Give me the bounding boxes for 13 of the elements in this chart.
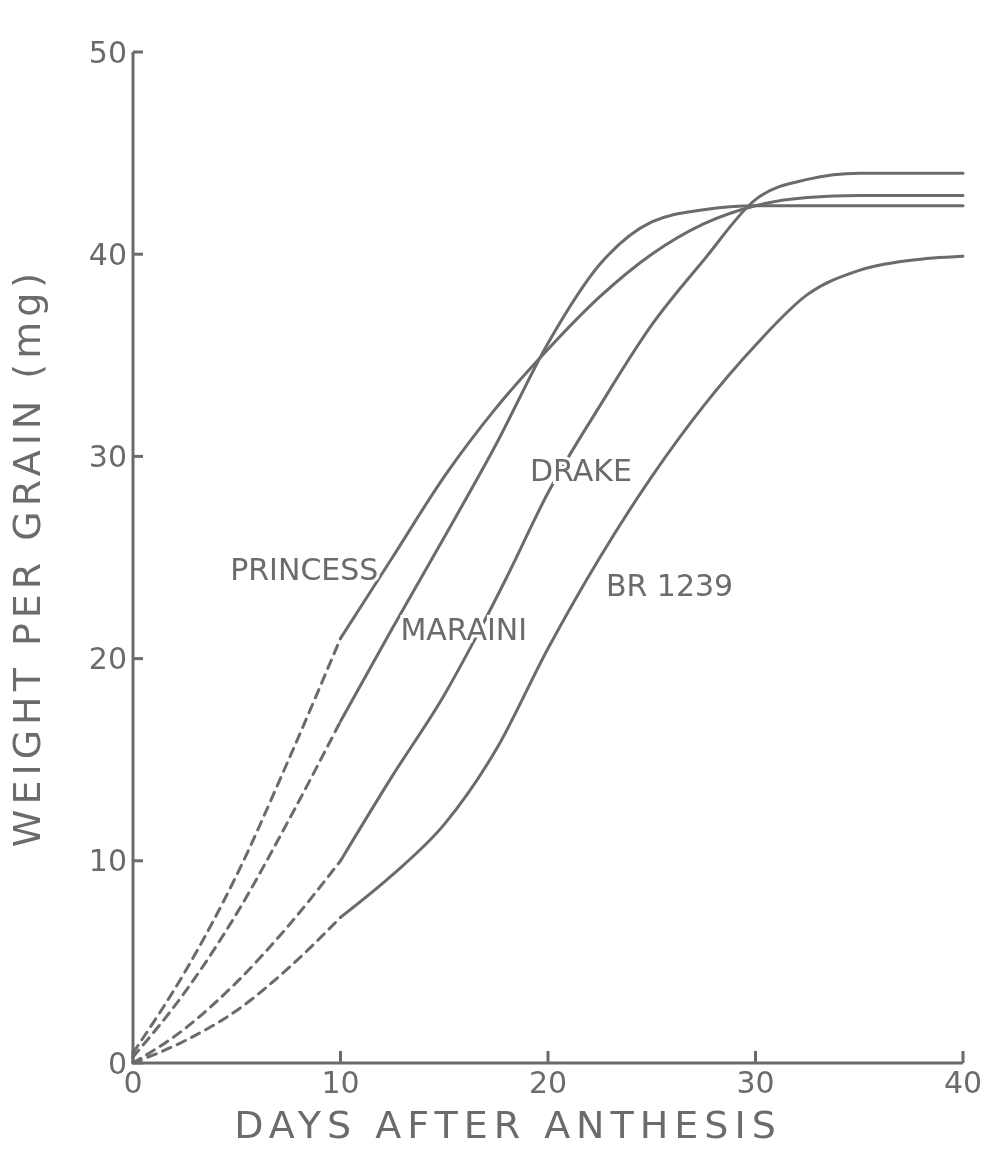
y-tick-label: 20 [88, 641, 127, 677]
series-label: BR 1239 [605, 567, 734, 603]
x-axis-title: DAYS AFTER ANTHESIS [234, 1103, 782, 1147]
x-tick-label: 10 [321, 1065, 360, 1100]
x-tick-label: 40 [943, 1065, 983, 1100]
x-tick-label: 20 [528, 1065, 568, 1100]
y-axis-title: WEIGHT PER GRAIN (mg) [5, 267, 49, 848]
y-tick-label: 40 [88, 236, 127, 272]
y-tick-label: 50 [88, 34, 127, 70]
series-label: PRINCESS [230, 551, 379, 587]
x-tick-label: 30 [736, 1065, 775, 1100]
y-tick-label: 10 [88, 843, 127, 879]
y-tick-label: 30 [88, 438, 127, 474]
